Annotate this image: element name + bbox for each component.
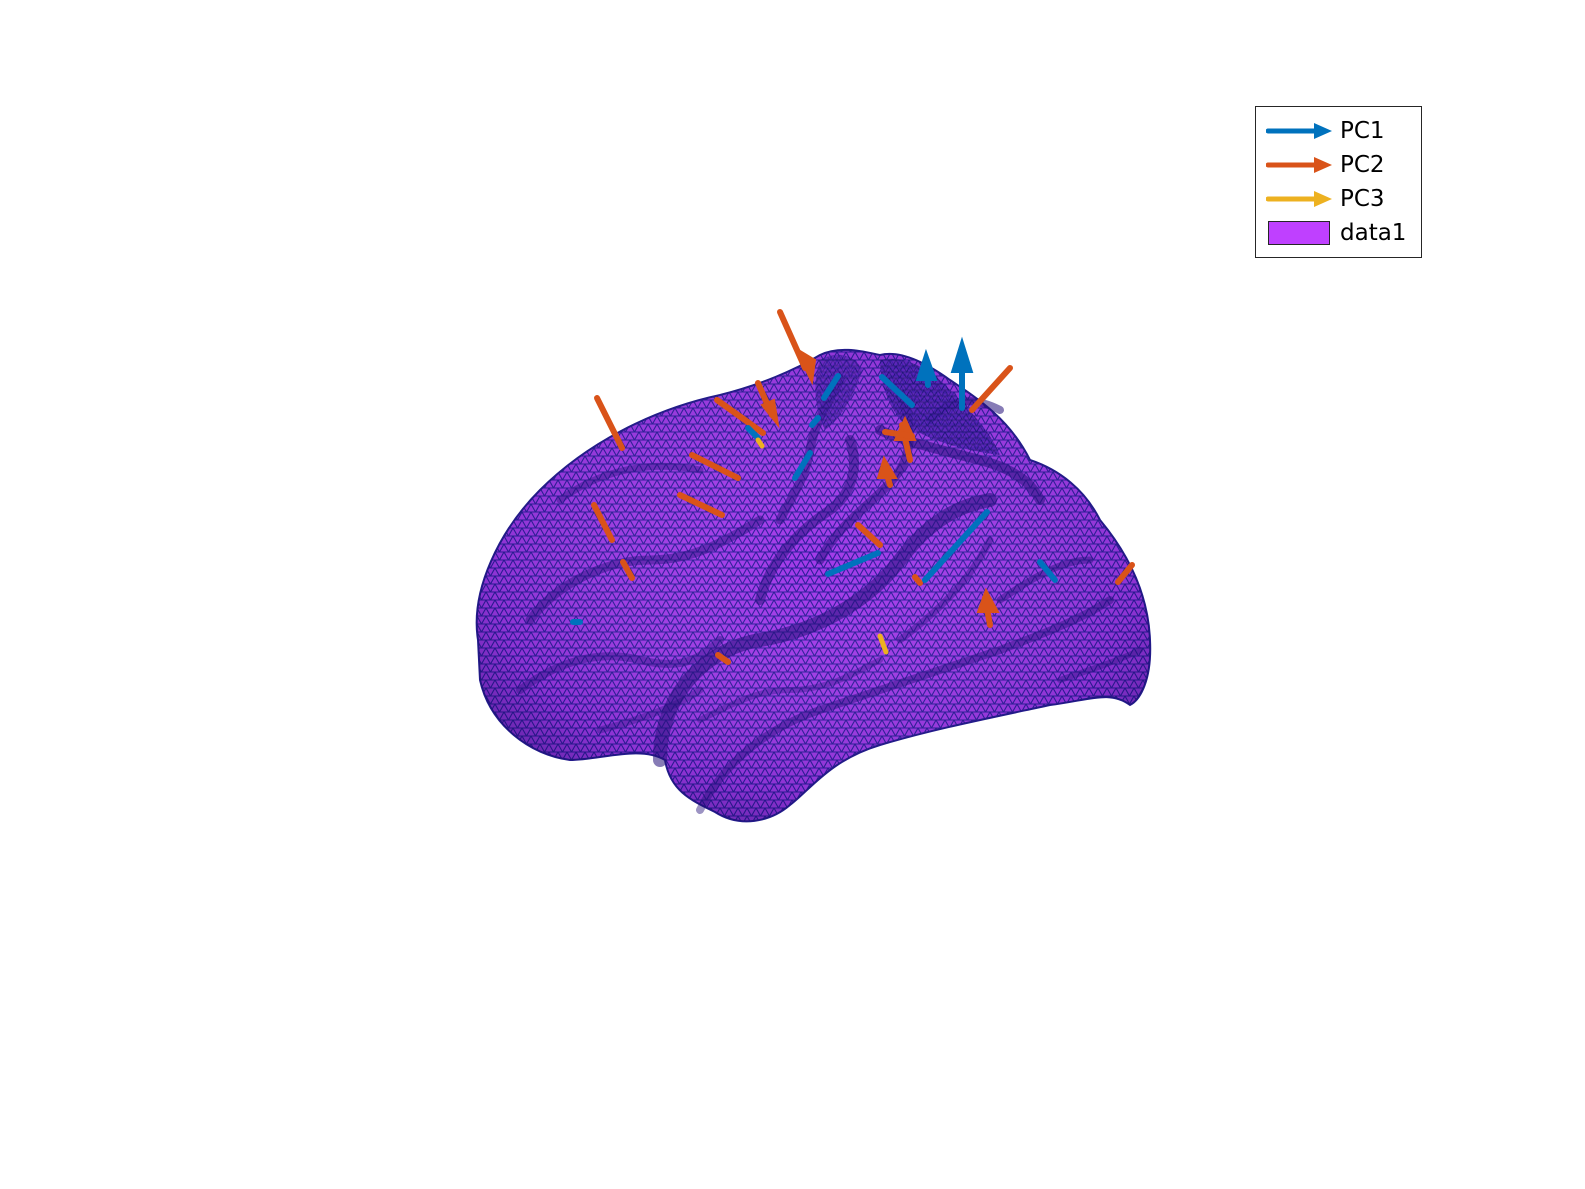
pc2-arrow (855, 522, 883, 548)
pc1-arrow (821, 373, 841, 401)
arrow-icon (1266, 191, 1332, 207)
legend-label: data1 (1340, 219, 1407, 246)
pc1-arrow (809, 415, 821, 428)
pc2-arrow (912, 574, 923, 586)
pc1-arrowhead (915, 348, 938, 381)
legend-label: PC2 (1340, 151, 1385, 178)
pc2-arrow (620, 559, 635, 581)
legend: PC1 PC2 PC3 data1 (1255, 106, 1422, 258)
pc2-arrow (591, 502, 615, 543)
quiver-pc3 (755, 437, 889, 655)
pc3-arrow (877, 633, 889, 655)
pc2-arrow (594, 395, 625, 451)
pc1-arrow (745, 425, 761, 441)
pc3-arrow (755, 437, 765, 449)
legend-label: PC3 (1340, 185, 1385, 212)
pc1-arrow (922, 509, 990, 583)
pc2-arrow (969, 365, 1013, 413)
patch-swatch-icon (1266, 220, 1332, 246)
pc2-arrow (714, 397, 766, 436)
pc2-arrowhead (876, 455, 898, 479)
pc2-arrowhead (760, 398, 780, 429)
pc2-arrow (689, 452, 741, 481)
legend-entry-data1: data1 (1266, 217, 1416, 249)
legend-entry-pc2: PC2 (1266, 149, 1416, 181)
legend-entry-pc3: PC3 (1266, 183, 1416, 215)
pc2-arrow (882, 429, 915, 439)
arrow-icon (1266, 123, 1332, 139)
pc1-arrow (792, 450, 813, 481)
pc2-arrow (715, 652, 731, 665)
pc1-arrow (1037, 559, 1058, 583)
pc2-arrow (1115, 562, 1135, 585)
pc1-arrowhead (950, 336, 974, 373)
arrow-icon (1266, 157, 1332, 173)
brain-surface (475, 348, 1152, 823)
pc2-arrowhead (792, 345, 817, 386)
legend-label: PC1 (1340, 117, 1385, 144)
quiver-pc2 (591, 309, 1135, 665)
pc1-arrow (825, 550, 881, 577)
pc1-arrow (879, 374, 915, 408)
quiver-pc1 (570, 336, 1058, 625)
pc2-arrowhead (976, 587, 1000, 613)
pc2-arrow (677, 492, 725, 518)
legend-entry-pc1: PC1 (1266, 115, 1416, 147)
